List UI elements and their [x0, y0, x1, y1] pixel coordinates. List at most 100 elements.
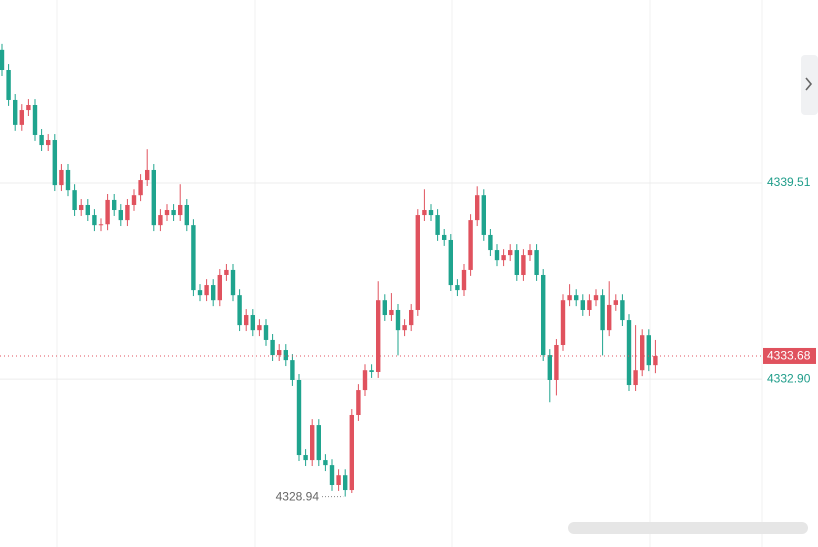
candle-body [296, 379, 302, 456]
candle-body [402, 325, 407, 331]
candle-body [626, 320, 632, 386]
candle-body [323, 460, 328, 466]
candle-body [448, 239, 453, 286]
candle-body [164, 210, 170, 216]
candle-body [422, 210, 427, 216]
candle-body [475, 195, 480, 221]
collapse-button[interactable] [801, 55, 818, 115]
candle-body [65, 169, 71, 191]
candle-body [138, 180, 143, 196]
candle-body [356, 390, 361, 415]
watermark [568, 522, 808, 534]
candle-body [197, 290, 203, 296]
candle-body [468, 220, 473, 270]
candle-body [329, 465, 335, 486]
y-tick-label: 4332.90 [767, 371, 811, 385]
candle-body [527, 250, 533, 256]
candle-body [250, 315, 255, 331]
candle-body [85, 204, 90, 216]
candle-body [560, 300, 566, 345]
candle-body [316, 425, 321, 461]
candle-body [574, 295, 579, 301]
candle-body [607, 304, 612, 331]
candle-body [600, 295, 605, 331]
candle-body [204, 285, 209, 296]
candle-body [435, 215, 440, 235]
candle-body [171, 210, 176, 216]
candle-body [442, 234, 447, 240]
candle-body [508, 250, 513, 256]
candle-body [290, 360, 295, 380]
candle-body [112, 199, 117, 211]
candle-body [593, 295, 599, 301]
candle-body [230, 269, 236, 296]
last-price-box [763, 347, 816, 364]
candle-body [224, 269, 229, 275]
candle-body [98, 224, 104, 226]
candle-body [481, 195, 486, 235]
candle-body [501, 255, 506, 261]
candle-body [362, 370, 368, 391]
candle-body [105, 199, 110, 225]
candle-body [217, 274, 222, 301]
candle-body [514, 250, 519, 275]
candle-body [534, 250, 539, 275]
candle-body [184, 204, 189, 226]
candle-body [277, 350, 282, 356]
candle-body [369, 370, 374, 372]
candle-body [653, 355, 658, 366]
candle-body [310, 425, 315, 461]
candle-body [587, 300, 592, 310]
candle-body [567, 295, 572, 301]
candle-body [395, 309, 401, 331]
candle-body [428, 210, 434, 216]
candle-body [79, 204, 84, 211]
candle-body [263, 325, 269, 340]
candle-body [382, 300, 387, 316]
candle-body [349, 414, 354, 491]
candle-body [19, 110, 24, 125]
candle-body [151, 169, 156, 226]
candle-body [409, 309, 414, 326]
candle-body [46, 140, 51, 146]
candle-body [72, 190, 77, 211]
candle-body [131, 195, 137, 205]
candle-body [303, 455, 308, 461]
candle-body [39, 134, 44, 146]
candle-body [178, 204, 183, 216]
candle-body [494, 250, 500, 261]
candle-body [547, 355, 552, 380]
candle-body [32, 105, 38, 135]
candle-body [125, 204, 130, 221]
candle-body [415, 215, 420, 310]
candle-body [541, 274, 546, 356]
candle-body [211, 285, 216, 301]
candle-body [554, 344, 559, 380]
candle-body [376, 300, 381, 372]
candle-body [633, 370, 638, 386]
candle-body [13, 99, 18, 125]
candle-body [336, 475, 341, 486]
candle-body [6, 70, 11, 100]
candle-body [52, 140, 57, 186]
candle-body [580, 300, 585, 310]
candle-body [640, 335, 645, 371]
candle-body [158, 215, 163, 226]
candle-body [283, 350, 288, 361]
low-marker-label: 4328.94 [276, 490, 320, 504]
candle-body [389, 309, 394, 316]
candle-body [237, 295, 242, 326]
candle-body [191, 225, 196, 291]
candle-body [613, 300, 618, 305]
candle-body [455, 285, 460, 291]
candle-body [59, 169, 64, 186]
watermark-blur [568, 522, 808, 534]
candle-body [488, 234, 493, 251]
candle-body [620, 300, 625, 321]
candle-body [92, 215, 97, 226]
candle-body [0, 49, 5, 71]
candle-body [461, 269, 467, 291]
chevron-icon[interactable] [805, 77, 813, 91]
